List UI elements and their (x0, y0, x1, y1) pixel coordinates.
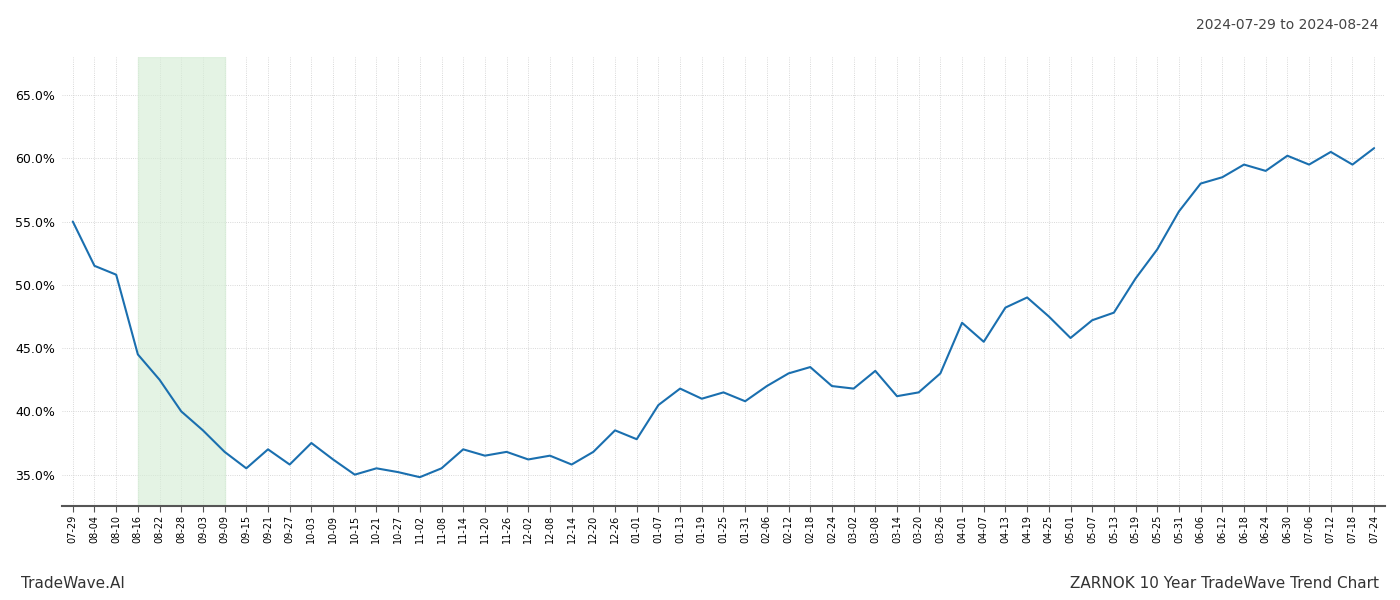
Text: 2024-07-29 to 2024-08-24: 2024-07-29 to 2024-08-24 (1197, 18, 1379, 32)
Text: ZARNOK 10 Year TradeWave Trend Chart: ZARNOK 10 Year TradeWave Trend Chart (1070, 576, 1379, 591)
Bar (137, 57, 224, 506)
Text: TradeWave.AI: TradeWave.AI (21, 576, 125, 591)
